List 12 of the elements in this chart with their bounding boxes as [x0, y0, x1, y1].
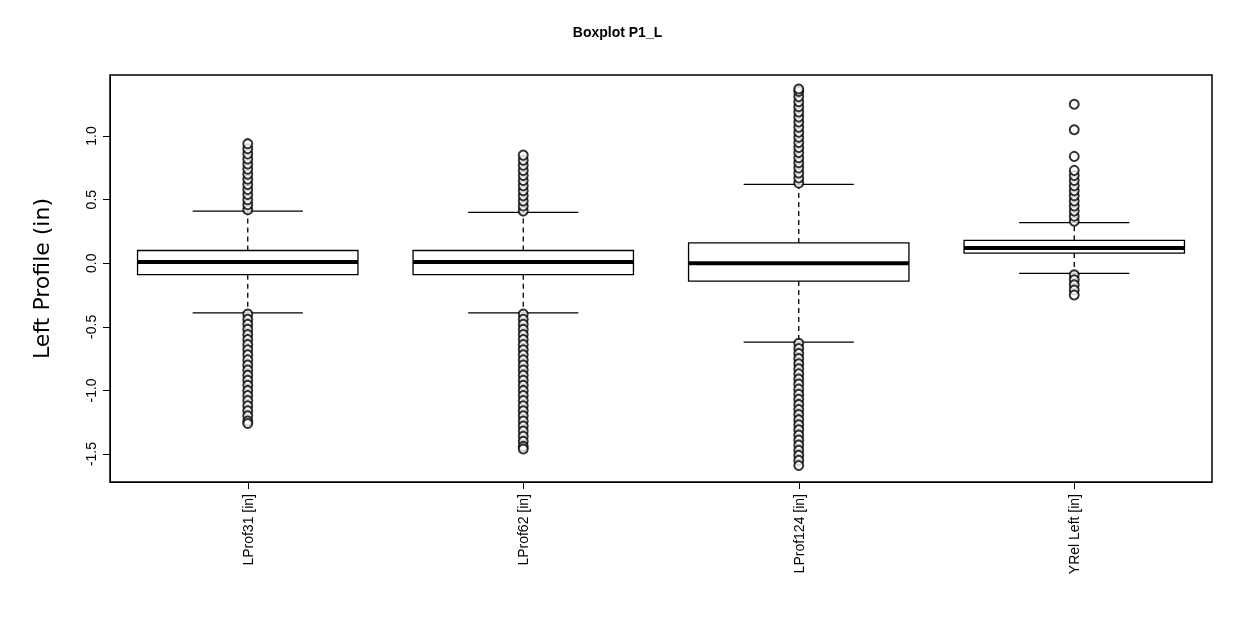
chart-title: Boxplot P1_L: [572, 24, 663, 40]
y-axis-title: Left Profile (in): [28, 197, 54, 360]
y-tick-label: -0.5: [83, 314, 99, 339]
y-tick-label: -1.0: [83, 378, 99, 403]
x-tick-label: LProf62 [in]: [515, 494, 532, 566]
y-tick-label: 0.0: [83, 253, 99, 273]
x-tick-label: YRel Left [in]: [1066, 494, 1083, 575]
x-tick-label: LProf31 [in]: [239, 494, 256, 566]
x-tick-label: LProf124 [in]: [790, 494, 807, 574]
y-tick-label: -1.5: [83, 441, 99, 467]
y-tick-label: 0.5: [83, 189, 99, 210]
y-tick-label: 1.0: [83, 126, 99, 146]
